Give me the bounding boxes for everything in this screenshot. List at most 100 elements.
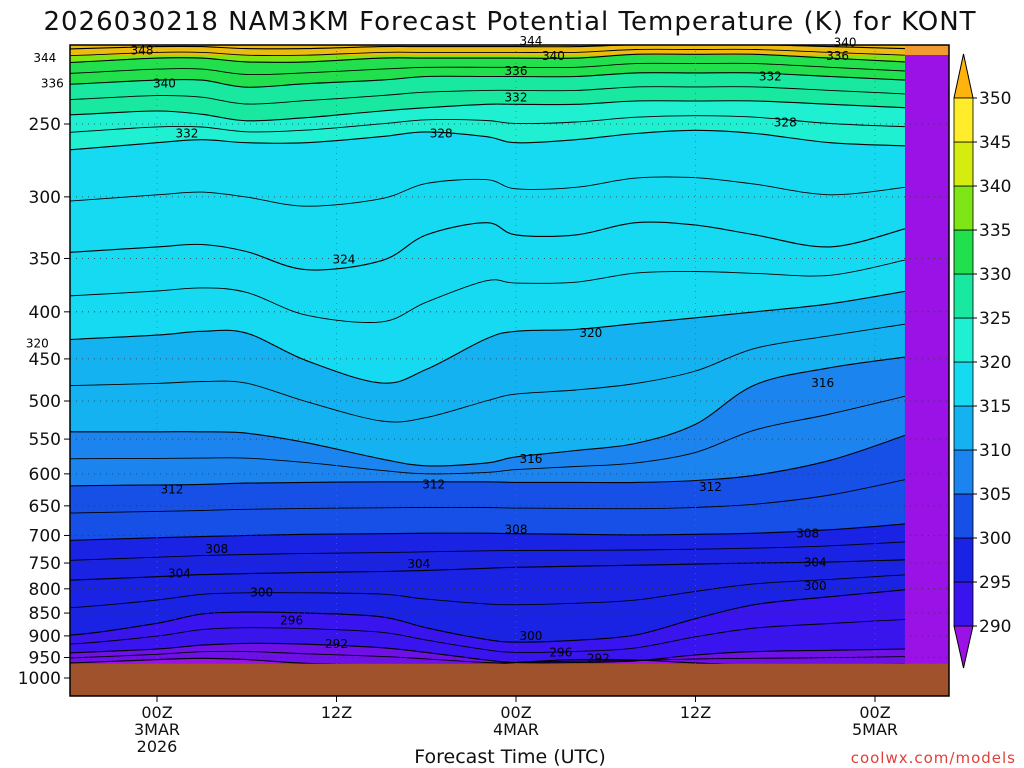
y-tick-label-1000: 1000 — [18, 669, 61, 689]
isotherm-344 — [70, 45, 905, 50]
isotherm-mid-330 — [70, 115, 905, 133]
contour-label-340: 340 — [542, 49, 565, 63]
colorbar-seg-325 — [953, 273, 974, 319]
isotherm-320 — [70, 290, 905, 384]
plot-frame — [69, 44, 950, 697]
contour-label-328: 328 — [774, 115, 797, 129]
theta-fill-layer — [70, 45, 949, 696]
contour-label-340: 340 — [834, 36, 857, 50]
contour-label-328: 328 — [430, 126, 453, 140]
colorbar-label-320: 320 — [979, 353, 1011, 373]
isotherm-340 — [70, 53, 905, 64]
isotherm-mid-318 — [70, 323, 905, 423]
colorbar-seg-315 — [953, 361, 974, 407]
colorbar-seg-300 — [953, 493, 974, 539]
contour-label-320: 320 — [26, 337, 49, 351]
isotherm-316 — [70, 356, 905, 467]
isotherm-mid-338 — [70, 62, 905, 76]
isotherm-304 — [70, 559, 905, 581]
isotherm-328 — [70, 129, 905, 151]
y-tick-label-400: 400 — [29, 303, 61, 323]
contour-label-308: 308 — [205, 542, 228, 556]
contour-label-332: 332 — [505, 91, 528, 105]
isotherm-mid-298 — [70, 618, 905, 653]
colorbar-label-315: 315 — [979, 397, 1011, 417]
isotherm-mid-326 — [70, 176, 905, 207]
y-tick-label-550: 550 — [29, 430, 61, 450]
contour-label-304: 304 — [407, 557, 430, 571]
y-tick-label-650: 650 — [29, 497, 61, 517]
contour-label-324: 324 — [333, 253, 356, 267]
colorbar-label-335: 335 — [979, 221, 1011, 241]
contour-label-292: 292 — [587, 651, 610, 665]
y-tick-label-800: 800 — [29, 580, 61, 600]
y-axis: 250 300 350 400 450 500 550 600 650 700 750 800 850 9… — [18, 115, 70, 689]
contour-label-304: 304 — [168, 567, 191, 581]
isotherm-mid-334 — [70, 86, 905, 105]
theta-band-top — [70, 45, 949, 55]
y-tick-label-350: 350 — [29, 249, 61, 269]
x-tick-label-0-2: 2026 — [137, 737, 178, 756]
contour-label-336: 336 — [41, 77, 64, 91]
isotherm-332 — [70, 100, 905, 122]
y-tick-label-300: 300 — [29, 188, 61, 208]
contour-label-340: 340 — [153, 77, 176, 91]
isotherm-300 — [70, 589, 905, 643]
isotherm-336 — [70, 72, 905, 88]
contour-label-312: 312 — [161, 483, 184, 497]
x-tick-label-36-0: 12Z — [680, 703, 711, 722]
y-tick-label-900: 900 — [29, 627, 61, 647]
x-tick-label-48-0: 00Z — [859, 703, 890, 722]
isotherm-mid-322 — [70, 259, 905, 323]
credit-text: coolwx.com/models — [851, 749, 1016, 767]
x-tick-label-48-1: 5MAR — [852, 720, 898, 739]
isotherm-mid-306 — [70, 541, 905, 561]
isotherm-mid-302 — [70, 574, 905, 609]
x-tick-label-24-1: 4MAR — [493, 720, 539, 739]
y-tick-label-450: 450 — [29, 350, 61, 370]
colorbar-label-300: 300 — [979, 529, 1011, 549]
y-tick-label-700: 700 — [29, 526, 61, 546]
contour-label-304: 304 — [804, 556, 827, 570]
colorbar-label-330: 330 — [979, 265, 1011, 285]
colorbar-below — [953, 625, 974, 669]
isotherm-layer — [70, 45, 906, 666]
contour-label-348: 348 — [131, 43, 154, 57]
colorbar-seg-290 — [953, 581, 974, 627]
colorbar-seg-335 — [953, 185, 974, 231]
isotherm-mid-314 — [70, 395, 906, 475]
contour-label-332: 332 — [175, 126, 198, 140]
colorbar-seg-320 — [953, 317, 974, 363]
contour-label-296: 296 — [549, 645, 572, 659]
isotherm-mid-294 — [70, 650, 905, 664]
isotherm-312 — [70, 434, 906, 487]
x-tick-label-12-0: 12Z — [321, 703, 352, 722]
colorbar-label-325: 325 — [979, 309, 1011, 329]
isotherm-308 — [70, 523, 905, 541]
contour-label-312: 312 — [422, 477, 445, 491]
isotherm-324 — [70, 221, 906, 271]
colorbar-label-290: 290 — [979, 617, 1011, 637]
colorbar-seg-310 — [953, 405, 974, 451]
ground-layer — [70, 663, 949, 696]
contour-label-296: 296 — [280, 614, 303, 628]
contour-label-316: 316 — [811, 376, 834, 390]
grid-layer — [70, 45, 949, 664]
contour-label-316: 316 — [520, 452, 543, 466]
contour-label-336: 336 — [505, 64, 528, 78]
colorbar: 290 295 300 305 310 315 320 325 330 335 340 345 350 — [953, 53, 1011, 669]
contour-label-308: 308 — [796, 527, 819, 541]
colorbar-label-350: 350 — [979, 89, 1011, 109]
contour-label-292: 292 — [325, 637, 348, 651]
chart-title: 2026030218 NAM3KM Forecast Potential Tem… — [43, 7, 976, 37]
contour-label-300: 300 — [250, 585, 273, 599]
contour-label-332: 332 — [759, 70, 782, 84]
colorbar-label-340: 340 — [979, 177, 1011, 197]
y-tick-label-250: 250 — [29, 115, 61, 135]
x-tick-label-24-0: 00Z — [500, 703, 531, 722]
contour-label-336: 336 — [826, 49, 849, 63]
colorbar-seg-305 — [953, 449, 974, 495]
